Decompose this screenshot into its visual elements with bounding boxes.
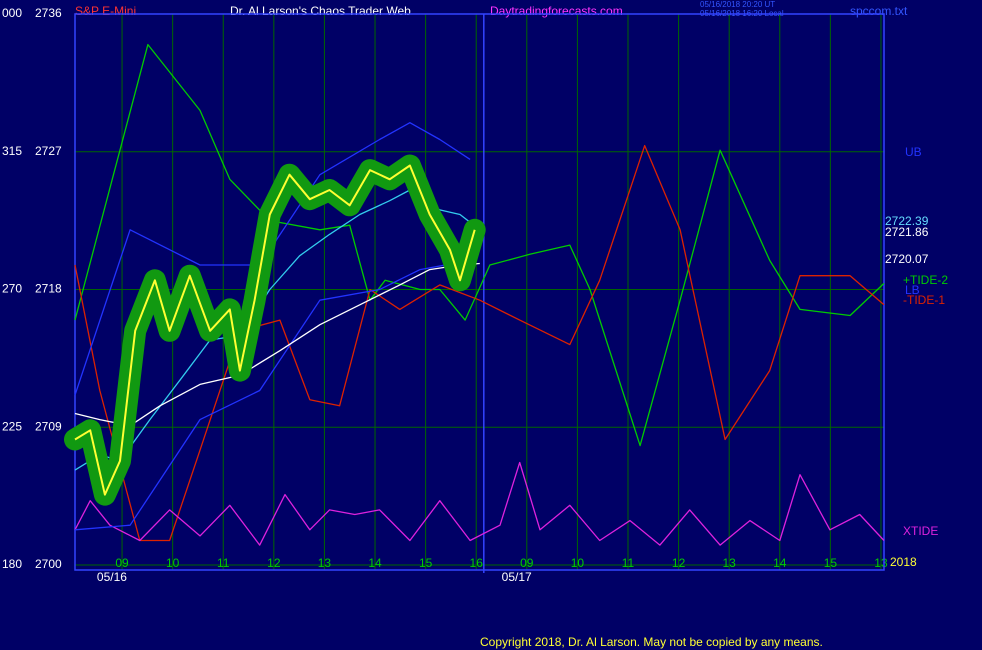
y2-tick-label: 225 (2, 419, 22, 433)
x-tick-label: 11 (217, 556, 230, 570)
y-tick-label: 2700 (35, 557, 62, 571)
line (74, 43, 885, 447)
line (74, 461, 885, 546)
x-tick-label: 15 (824, 556, 838, 570)
x-tick-label: 10 (166, 556, 180, 570)
legend-label: LB (905, 283, 920, 297)
file-name: spccom.txt (850, 4, 908, 18)
line (74, 259, 471, 531)
timestamp: 05/16/2018 20:20 UT (700, 0, 775, 9)
line (74, 144, 885, 542)
plot-frame (74, 13, 885, 571)
x-tick-label: 12 (267, 556, 281, 570)
x-tick-label: 13 (874, 556, 888, 570)
y-tick-label: 2736 (35, 6, 62, 20)
x-tick-label: 11 (622, 556, 635, 570)
copyright: Copyright 2018, Dr. Al Larson. May not b… (480, 635, 823, 649)
x-tick-label: 14 (773, 556, 787, 570)
y2-tick-label: 315 (2, 144, 22, 158)
x-tick-label: 12 (672, 556, 686, 570)
y-tick-label: 2718 (35, 282, 62, 296)
y-tick-label: 2727 (35, 144, 62, 158)
line (74, 122, 471, 396)
x-tick-label: 13 (723, 556, 737, 570)
legend-label: +TIDE-2 (903, 273, 948, 287)
x-tick-label: 15 (419, 556, 433, 570)
x-tick-label: 09 (520, 556, 534, 570)
chart-title: Dr. Al Larson's Chaos Trader Web (230, 4, 411, 18)
year: 2018 (890, 555, 917, 569)
end-value-label: 2722.39 (885, 214, 929, 228)
website: Daytradingforecasts.com (490, 4, 623, 18)
legend-label: UB (905, 145, 922, 159)
x-tick-label: 14 (368, 556, 382, 570)
end-value-label: 2721.86 (885, 225, 929, 239)
legend-label: -TIDE-1 (903, 293, 945, 307)
y2-tick-label: 180 (2, 557, 22, 571)
date-label: 05/17 (502, 570, 532, 584)
date-label: 05/16 (97, 570, 127, 584)
y2-tick-label: 000 (2, 6, 22, 20)
line (74, 164, 476, 496)
x-tick-label: 13 (318, 556, 332, 570)
x-tick-label: 10 (571, 556, 585, 570)
end-value-label: 2720.07 (885, 252, 929, 266)
x-tick-label: 09 (115, 556, 129, 570)
y-tick-label: 2709 (35, 419, 62, 433)
x-tick-label: 16 (470, 556, 484, 570)
y2-tick-label: 270 (2, 282, 22, 296)
instrument: S&P E-Mini (75, 4, 136, 18)
legend-label: XTIDE (903, 524, 938, 538)
